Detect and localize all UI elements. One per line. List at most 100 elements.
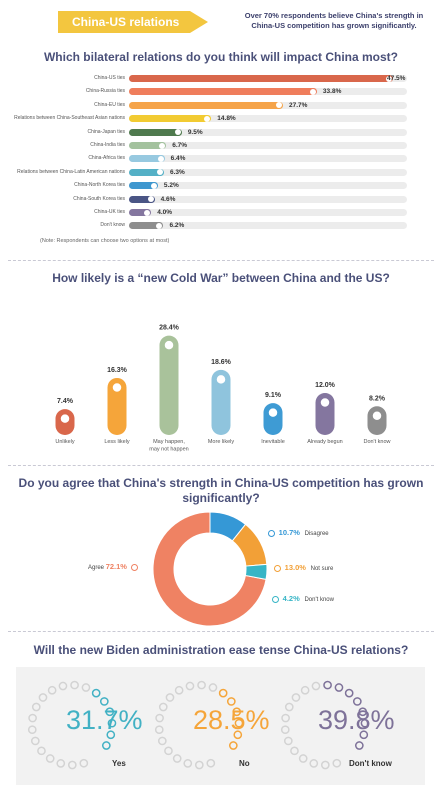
- ring-dot-icon: [281, 713, 290, 723]
- ring-dot-icon: [228, 741, 238, 750]
- relations-bar-value: 5.2%: [163, 182, 179, 190]
- header: China-US relations Over 70% respondents …: [0, 0, 442, 42]
- ring-dot-icon: [194, 760, 204, 770]
- ring-dot-icon: [320, 760, 330, 770]
- ring-dot-icon: [354, 741, 364, 750]
- cold-war-bar: [107, 377, 127, 435]
- ring-dot-icon: [298, 754, 308, 763]
- donut-label-not-sure: 13.0% Not sure: [272, 563, 333, 572]
- cold-war-chart: 7.4% Unlikely 16.3% Less likely 28.4% May hap…: [55, 325, 390, 453]
- ring-dot-icon: [183, 759, 193, 768]
- relations-bar-track: [129, 115, 407, 123]
- relations-bar-dot-icon: [150, 182, 157, 189]
- biden-value-no: 28.5%: [193, 705, 270, 735]
- ring-dot-icon: [208, 683, 218, 692]
- relations-bar-label: China-US ties: [94, 75, 125, 81]
- legend-name-dont-know: Don't know: [304, 597, 334, 603]
- biden-panel: [16, 667, 425, 785]
- cold-war-category-label: More likely: [208, 439, 235, 445]
- legend-value-dont-know: 4.2%: [282, 594, 300, 603]
- relations-bar-label: China-Japan ties: [87, 128, 125, 135]
- ring-dot-icon: [280, 725, 290, 735]
- ring-dot-icon: [30, 736, 40, 746]
- cold-war-category-label: May happen,: [153, 439, 185, 445]
- legend-value-disagree: 10.7%: [278, 528, 300, 537]
- relations-bar-dot-icon: [156, 222, 163, 229]
- ring-dot-icon: [99, 697, 109, 706]
- relations-bar-value: 9.5%: [187, 128, 203, 136]
- relations-bar: [129, 195, 155, 203]
- agree-marker-icon: [130, 563, 138, 571]
- header-tag: China-US relations: [72, 15, 180, 29]
- ring-dot-icon: [309, 759, 319, 768]
- relations-bar: [129, 168, 165, 176]
- ring-dot-icon: [155, 713, 164, 723]
- donut-slice: [244, 563, 268, 580]
- relations-bar-label: Relations between China-Latin American n…: [17, 168, 125, 175]
- relations-bar-row: China-Russia ties 33.8%: [0, 86, 442, 97]
- relations-bar-label: China-EU ties: [94, 101, 125, 108]
- cold-war-category-label: Don't know: [363, 439, 390, 445]
- ring-dot-icon: [101, 741, 111, 750]
- ring-dot-icon: [360, 718, 370, 728]
- relations-bar: [129, 142, 167, 149]
- relations-bar-row: China-Africa ties 6.4%: [0, 153, 442, 164]
- ring-dot-icon: [105, 707, 115, 717]
- ring-dot-icon: [352, 697, 362, 706]
- relations-chart-title: Which bilateral relations do you think w…: [43, 50, 399, 64]
- ring-dot-icon: [234, 718, 244, 728]
- relations-bar-label: China-India ties: [90, 142, 125, 148]
- relations-bar-track: [129, 155, 407, 163]
- ring-dot-icon: [206, 758, 216, 768]
- ring-dot-icon: [334, 683, 344, 692]
- relations-bar: [129, 128, 182, 136]
- relations-bar-track: [129, 222, 407, 230]
- ring-dot-icon: [311, 681, 321, 691]
- ring-dot-icon: [344, 688, 354, 698]
- cold-war-value-label: 18.6%: [211, 359, 232, 366]
- relations-bar-value: 33.8%: [322, 88, 342, 96]
- ring-dot-icon: [106, 730, 116, 740]
- ring-dot-icon: [154, 725, 164, 735]
- ring-dot-icon: [91, 688, 101, 698]
- cold-war-chart-title: How likely is a “new Cold War” between C…: [52, 271, 390, 285]
- relations-bar-dot-icon: [144, 209, 151, 216]
- headline: Over 70% respondents believe China's str…: [244, 11, 424, 30]
- relations-bar-row: China-UK ties 4.0%: [0, 207, 442, 218]
- relations-bar-row: Relations between China-Latin American n…: [0, 167, 442, 178]
- relations-bar-value: 4.6%: [160, 195, 176, 203]
- ring-dot-icon: [158, 702, 168, 712]
- ring-dot-icon: [300, 685, 310, 695]
- relations-bar: [129, 222, 164, 230]
- ring-dot-icon: [58, 681, 68, 691]
- cold-war-category-label: Already begun: [307, 439, 342, 445]
- relations-bar-row: China-EU ties 27.7%: [0, 100, 442, 111]
- relations-bar-label: Don't know: [100, 222, 125, 229]
- relations-bar-row: China-US ties 47.5%: [0, 73, 442, 84]
- relations-bar-row: China-Japan ties 9.5%: [0, 127, 442, 138]
- cold-war-value-label: 16.3%: [107, 367, 128, 374]
- donut-label-disagree: 10.7% Disagree: [266, 528, 329, 537]
- ring-dot-icon: [323, 680, 332, 690]
- relations-bar-dot-icon: [147, 196, 154, 203]
- cold-war-value-label: 7.4%: [57, 398, 74, 405]
- ring-dot-icon: [172, 754, 182, 763]
- cold-war-bar-dot-icon: [59, 412, 71, 425]
- relations-bar-row: China-South Korea ties 4.6%: [0, 194, 442, 205]
- ring-dot-icon: [70, 680, 79, 690]
- ring-dot-icon: [37, 746, 46, 756]
- donut-label-dont-know: 4.2% Don't know: [270, 594, 334, 603]
- cold-war-value-label: 9.1%: [265, 392, 282, 399]
- relations-bar: [129, 88, 317, 96]
- ring-dot-icon: [47, 685, 57, 695]
- relations-bar-dot-icon: [157, 169, 164, 176]
- ring-dot-icon: [164, 746, 173, 756]
- biden-label-no: No: [239, 759, 250, 768]
- cold-war-bar: [211, 369, 231, 435]
- relations-bar-track: [129, 195, 407, 203]
- relations-bar: [129, 115, 212, 123]
- biden-chart-title: Will the new Biden administration ease t…: [33, 643, 409, 657]
- relations-bar-value: 14.8%: [217, 115, 236, 123]
- relations-bar-dot-icon: [386, 75, 393, 82]
- ring-dot-icon: [197, 680, 206, 690]
